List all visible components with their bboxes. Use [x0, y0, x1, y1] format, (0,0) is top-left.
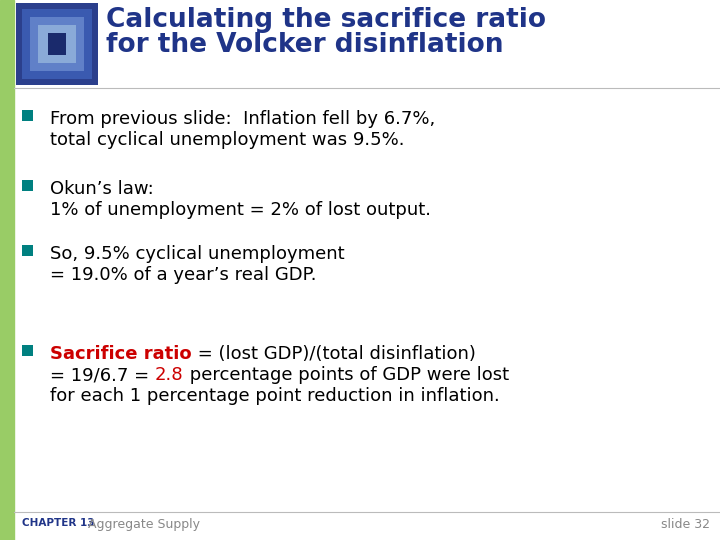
Text: slide 32: slide 32: [661, 518, 710, 531]
Text: total cyclical unemployment was 9.5%.: total cyclical unemployment was 9.5%.: [50, 131, 405, 149]
Text: = (lost GDP)/(total disinflation): = (lost GDP)/(total disinflation): [192, 345, 475, 363]
Bar: [22, 9, 92, 79]
Text: From previous slide:  Inflation fell by 6.7%,: From previous slide: Inflation fell by 6…: [50, 110, 436, 128]
Bar: [16, 3, 98, 85]
Text: So, 9.5% cyclical unemployment: So, 9.5% cyclical unemployment: [50, 245, 345, 263]
Text: 2.8: 2.8: [155, 366, 184, 384]
Text: for each 1 percentage point reduction in inflation.: for each 1 percentage point reduction in…: [50, 387, 500, 405]
Text: 1% of unemployment = 2% of lost output.: 1% of unemployment = 2% of lost output.: [50, 201, 431, 219]
Bar: [22, 245, 33, 256]
Text: CHAPTER 13: CHAPTER 13: [22, 518, 94, 528]
Text: percentage points of GDP were lost: percentage points of GDP were lost: [184, 366, 508, 384]
Bar: [22, 345, 33, 356]
Bar: [30, 17, 84, 71]
Bar: [48, 33, 66, 55]
Text: = 19/6.7 =: = 19/6.7 =: [50, 366, 155, 384]
Text: Okun’s law:: Okun’s law:: [50, 180, 154, 198]
Text: Aggregate Supply: Aggregate Supply: [88, 518, 200, 531]
Bar: [22, 180, 33, 191]
Text: = 19.0% of a year’s real GDP.: = 19.0% of a year’s real GDP.: [50, 266, 317, 284]
Text: Calculating the sacrifice ratio: Calculating the sacrifice ratio: [106, 7, 546, 33]
Bar: [22, 110, 33, 121]
Bar: [38, 25, 76, 63]
Text: for the Volcker disinflation: for the Volcker disinflation: [106, 32, 503, 58]
Bar: [0, 0, 14, 540]
Text: Sacrifice ratio: Sacrifice ratio: [50, 345, 192, 363]
